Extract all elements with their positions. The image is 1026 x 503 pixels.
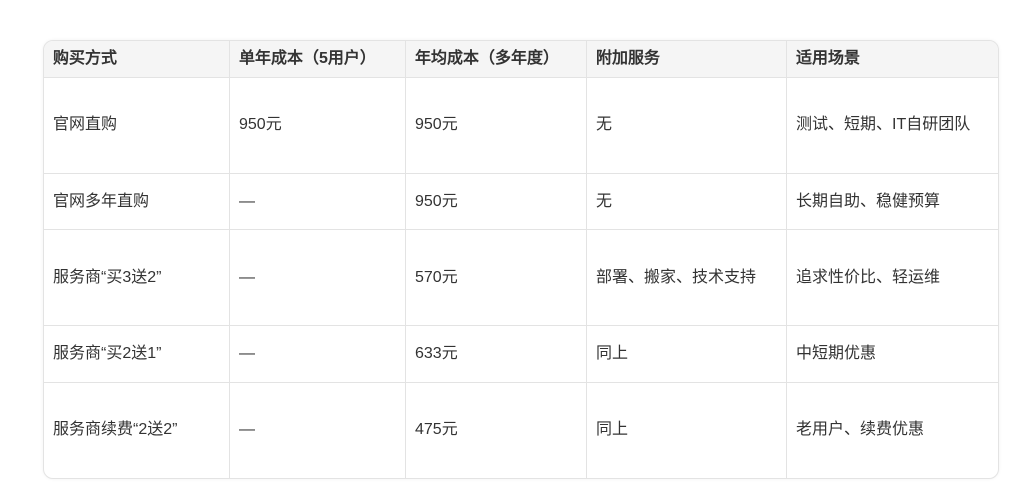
cell: 官网直购 [44, 77, 230, 174]
cell: 服务商“买3送2” [44, 229, 230, 326]
pricing-table-container: 购买方式 单年成本（5用户） 年均成本（多年度） 附加服务 适用场景 官网直购 … [43, 40, 999, 479]
table-row: 服务商续费“2送2” — 475元 同上 老用户、续费优惠 [44, 381, 998, 478]
header-single-year-cost: 单年成本（5用户） [229, 41, 406, 78]
table-row: 服务商“买3送2” — 570元 部署、搬家、技术支持 追求性价比、轻运维 [44, 229, 998, 326]
header-extra-services: 附加服务 [586, 41, 787, 78]
cell: 950元 [229, 77, 406, 174]
cell: 633元 [405, 325, 587, 383]
cell: 服务商续费“2送2” [44, 381, 230, 478]
table-row: 服务商“买2送1” — 633元 同上 中短期优惠 [44, 325, 998, 383]
cell: 服务商“买2送1” [44, 325, 230, 383]
cell: 部署、搬家、技术支持 [586, 229, 787, 326]
cell: — [229, 381, 406, 478]
cell: 无 [586, 77, 787, 174]
cell: — [229, 229, 406, 326]
cell: 950元 [405, 172, 587, 231]
table-header-row: 购买方式 单年成本（5用户） 年均成本（多年度） 附加服务 适用场景 [44, 41, 998, 78]
cell: 中短期优惠 [786, 325, 998, 383]
table-row: 官网多年直购 — 950元 无 长期自助、稳健预算 [44, 172, 998, 231]
cell: 无 [586, 172, 787, 231]
pricing-table: 购买方式 单年成本（5用户） 年均成本（多年度） 附加服务 适用场景 官网直购 … [44, 41, 998, 478]
cell: — [229, 325, 406, 383]
cell: 同上 [586, 381, 787, 478]
cell: 测试、短期、IT自研团队 [786, 77, 998, 174]
cell: 同上 [586, 325, 787, 383]
header-use-case: 适用场景 [786, 41, 998, 78]
cell: 950元 [405, 77, 587, 174]
cell: 追求性价比、轻运维 [786, 229, 998, 326]
header-purchase-method: 购买方式 [44, 41, 230, 78]
cell: — [229, 172, 406, 231]
cell: 长期自助、稳健预算 [786, 172, 998, 231]
cell: 570元 [405, 229, 587, 326]
table-row: 官网直购 950元 950元 无 测试、短期、IT自研团队 [44, 77, 998, 174]
header-annual-avg-cost: 年均成本（多年度） [405, 41, 587, 78]
cell: 475元 [405, 381, 587, 478]
cell: 官网多年直购 [44, 172, 230, 231]
cell: 老用户、续费优惠 [786, 381, 998, 478]
